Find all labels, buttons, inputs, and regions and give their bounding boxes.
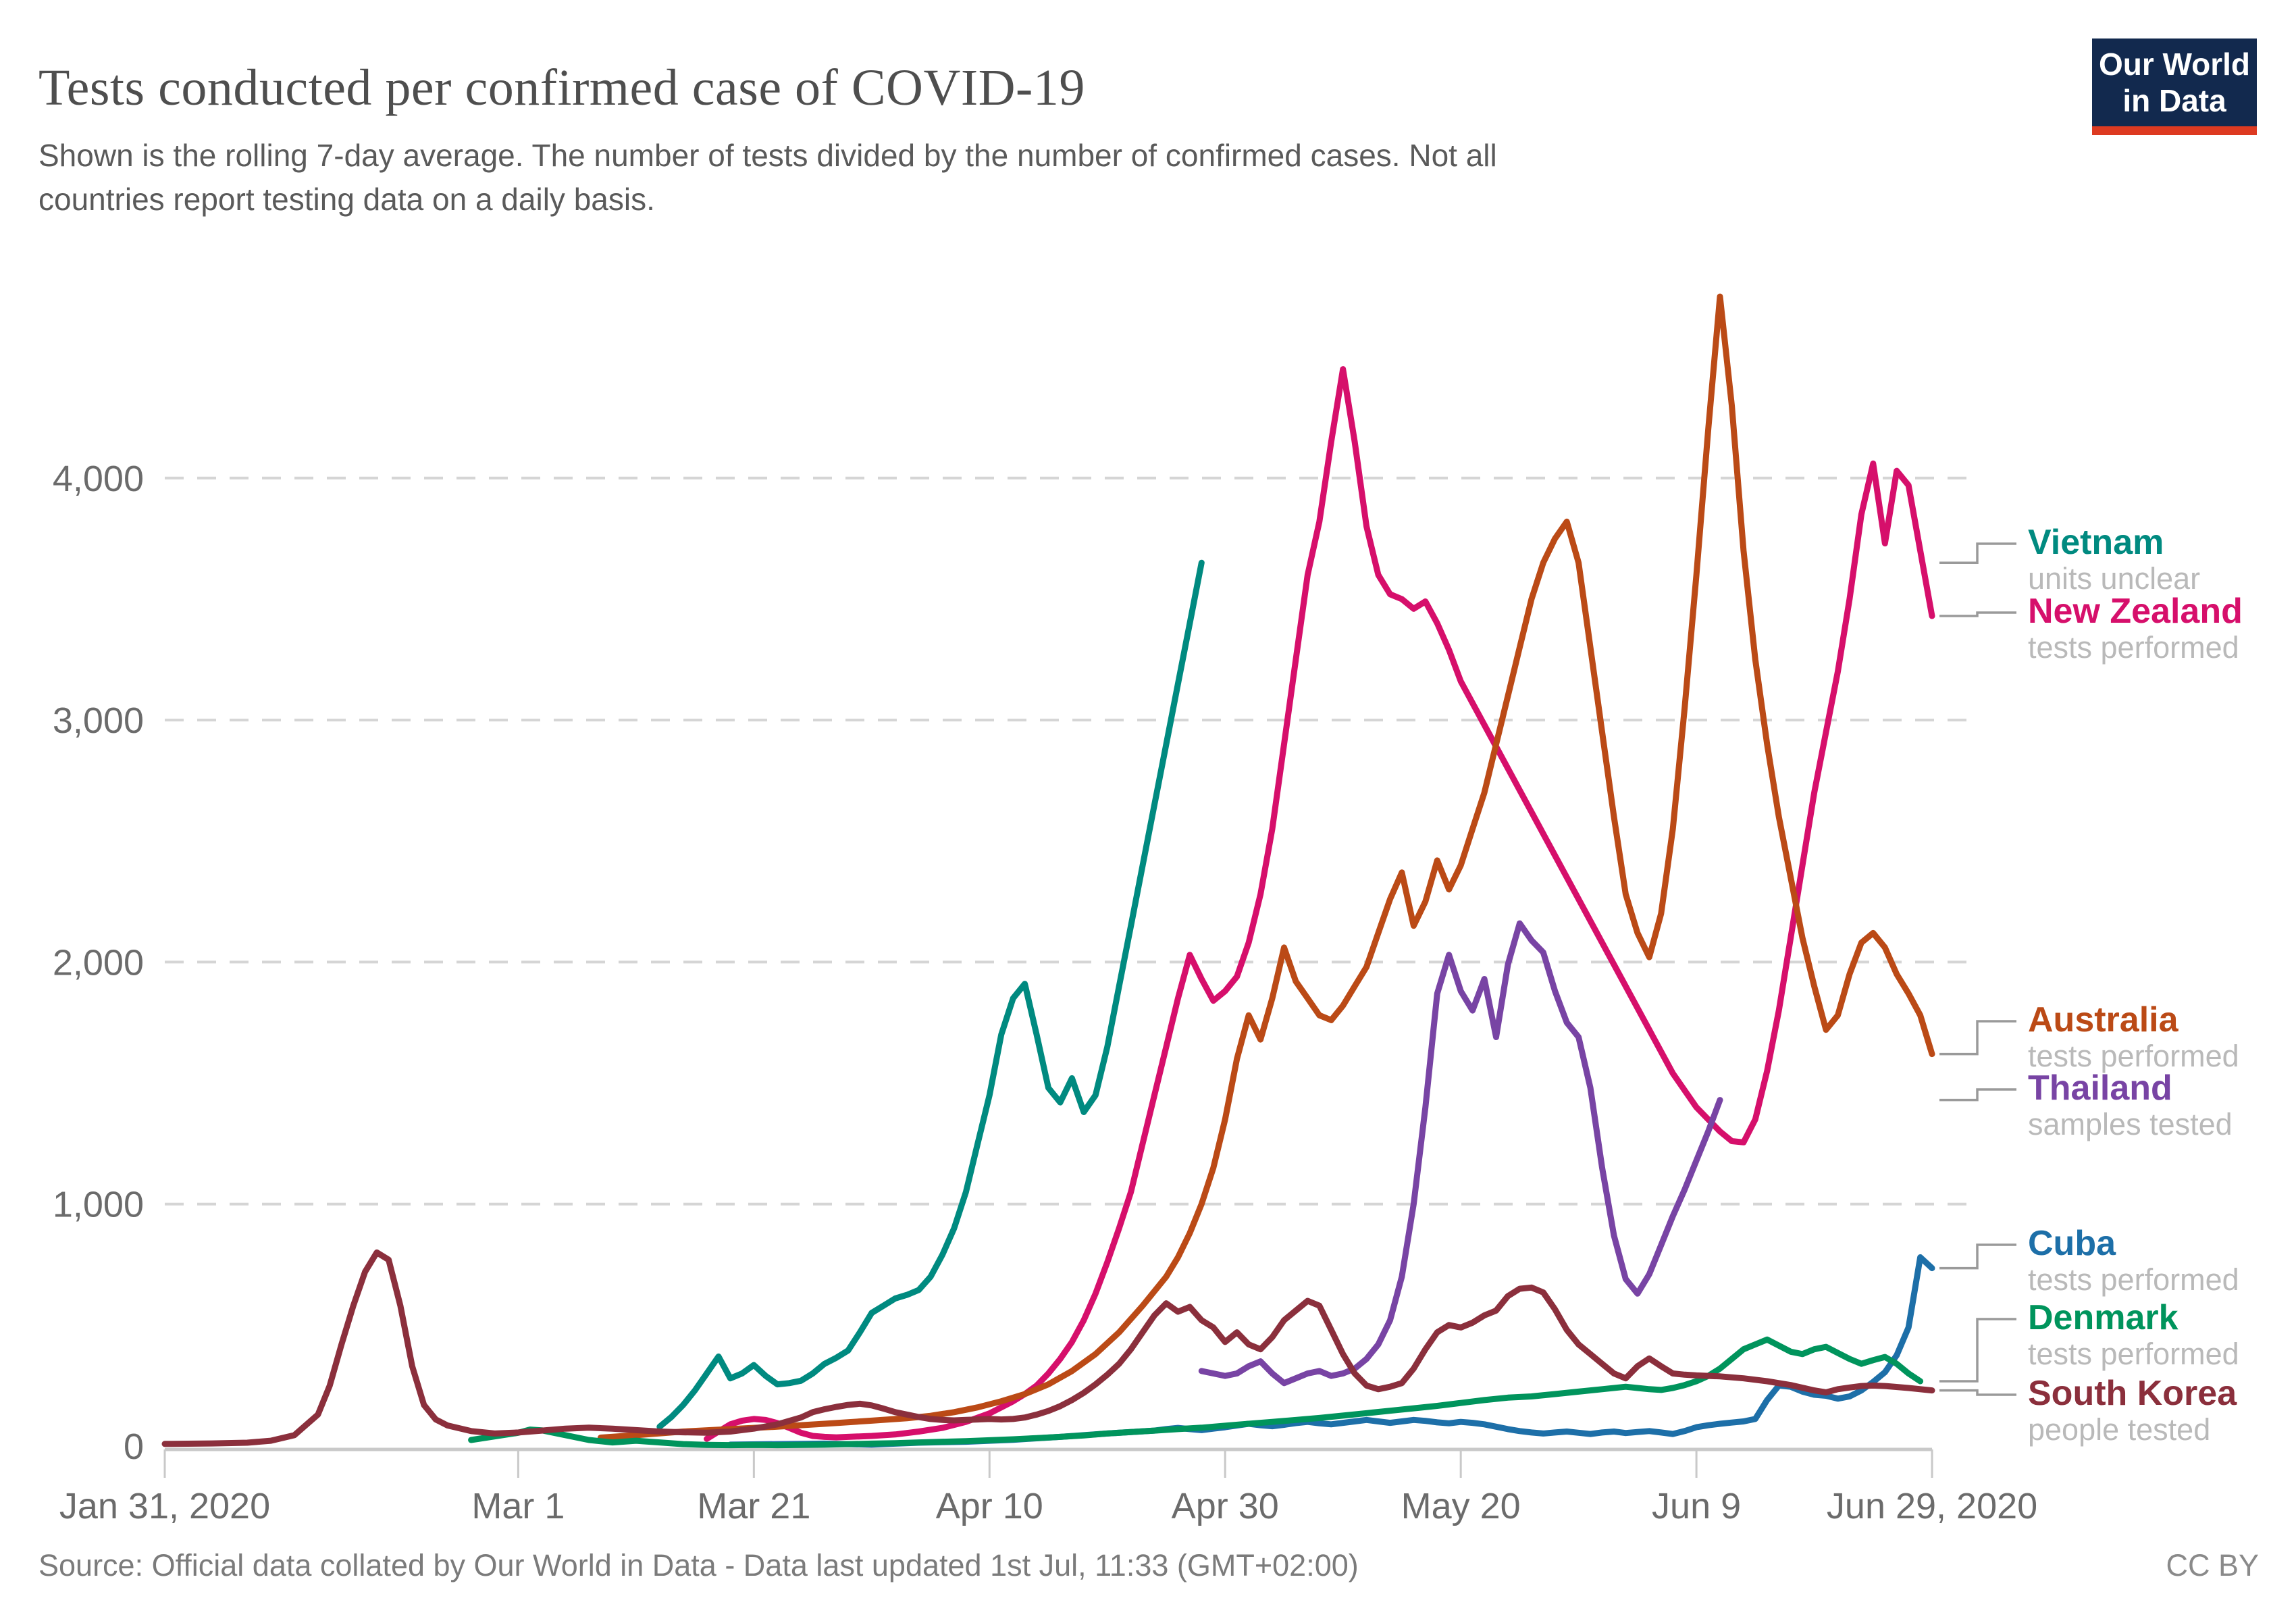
legend-entry-thailand: Thailand samples tested xyxy=(2028,1069,2291,1141)
series-line-australia xyxy=(598,293,1935,1441)
legend-connector-cuba xyxy=(1939,1243,2016,1270)
x-tick-label-Mar-1: Mar 1 xyxy=(471,1486,565,1526)
legend-label-australia: Australia xyxy=(2028,1000,2178,1039)
y-tick-label-2000: 2,000 xyxy=(53,942,144,983)
legend-entry-australia: Australia tests performed xyxy=(2028,1000,2291,1073)
legend-entry-new-zealand: New Zealand tests performed xyxy=(2028,592,2291,665)
legend-label-vietnam: Vietnam xyxy=(2028,523,2164,562)
owid-logo-line1: Our World xyxy=(2098,46,2251,82)
legend-connector-denmark xyxy=(1939,1318,2016,1383)
legend-connector-australia xyxy=(1939,1020,2016,1056)
legend-unit-cuba: tests performed xyxy=(2028,1262,2239,1297)
legend-unit-denmark: tests performed xyxy=(2028,1337,2239,1371)
x-tick-label-Jan-31-2020: Jan 31, 2020 xyxy=(59,1486,270,1526)
x-tick-label-May-20: May 20 xyxy=(1401,1486,1521,1526)
legend-label-thailand: Thailand xyxy=(2028,1069,2172,1108)
x-tick-label-Apr-30: Apr 30 xyxy=(1172,1486,1279,1526)
legend-unit-south-korea: people tested xyxy=(2028,1412,2211,1447)
legend-label-new-zealand: New Zealand xyxy=(2028,592,2243,631)
y-tick-label-1000: 1,000 xyxy=(53,1185,144,1225)
y-tick-label-0: 0 xyxy=(124,1426,144,1467)
legend-label-denmark: Denmark xyxy=(2028,1298,2178,1337)
legend-unit-vietnam: units unclear xyxy=(2028,561,2201,596)
legend-unit-thailand: samples tested xyxy=(2028,1107,2233,1141)
legend-label-cuba: Cuba xyxy=(2028,1224,2116,1263)
legend-entry-cuba: Cuba tests performed xyxy=(2028,1224,2291,1297)
legend-connector-south-korea xyxy=(1939,1389,2016,1396)
x-tick-label-Apr-10: Apr 10 xyxy=(936,1486,1043,1526)
series-line-denmark xyxy=(468,1336,1924,1449)
legend-entry-south-korea: South Korea people tested xyxy=(2028,1374,2291,1447)
x-tick-label-Mar-21: Mar 21 xyxy=(697,1486,810,1526)
legend-connector-new-zealand xyxy=(1939,611,2016,617)
y-tick-label-3000: 3,000 xyxy=(53,700,144,741)
chart-subtitle: Shown is the rolling 7-day average. The … xyxy=(38,138,1497,217)
owid-logo[interactable]: Our World in Data xyxy=(2092,38,2257,135)
y-tick-label-4000: 4,000 xyxy=(53,459,144,499)
owid-logo-line2: in Data xyxy=(2122,83,2226,118)
legend-unit-new-zealand: tests performed xyxy=(2028,630,2239,665)
x-tick-label-Jun-9: Jun 9 xyxy=(1652,1486,1741,1526)
legend-unit-australia: tests performed xyxy=(2028,1039,2239,1073)
page-title: Tests conducted per confirmed case of CO… xyxy=(38,59,1085,116)
legend-label-south-korea: South Korea xyxy=(2028,1374,2237,1413)
legend-entry-denmark: Denmark tests performed xyxy=(2028,1298,2291,1371)
series-line-vietnam xyxy=(656,559,1205,1430)
source-note: Source: Official data collated by Our Wo… xyxy=(38,1548,1359,1583)
license-link[interactable]: CC BY xyxy=(2166,1548,2259,1583)
series-line-thailand xyxy=(1198,920,1723,1387)
legend-entry-vietnam: Vietnam units unclear xyxy=(2028,523,2291,596)
legend-connector-thailand xyxy=(1939,1088,2016,1102)
series-line-south-korea xyxy=(161,1249,1935,1447)
x-tick-label-Jun-29-2020: Jun 29, 2020 xyxy=(1827,1486,2037,1526)
legend-connector-vietnam xyxy=(1939,542,2016,564)
series-line-new-zealand xyxy=(704,366,1935,1442)
